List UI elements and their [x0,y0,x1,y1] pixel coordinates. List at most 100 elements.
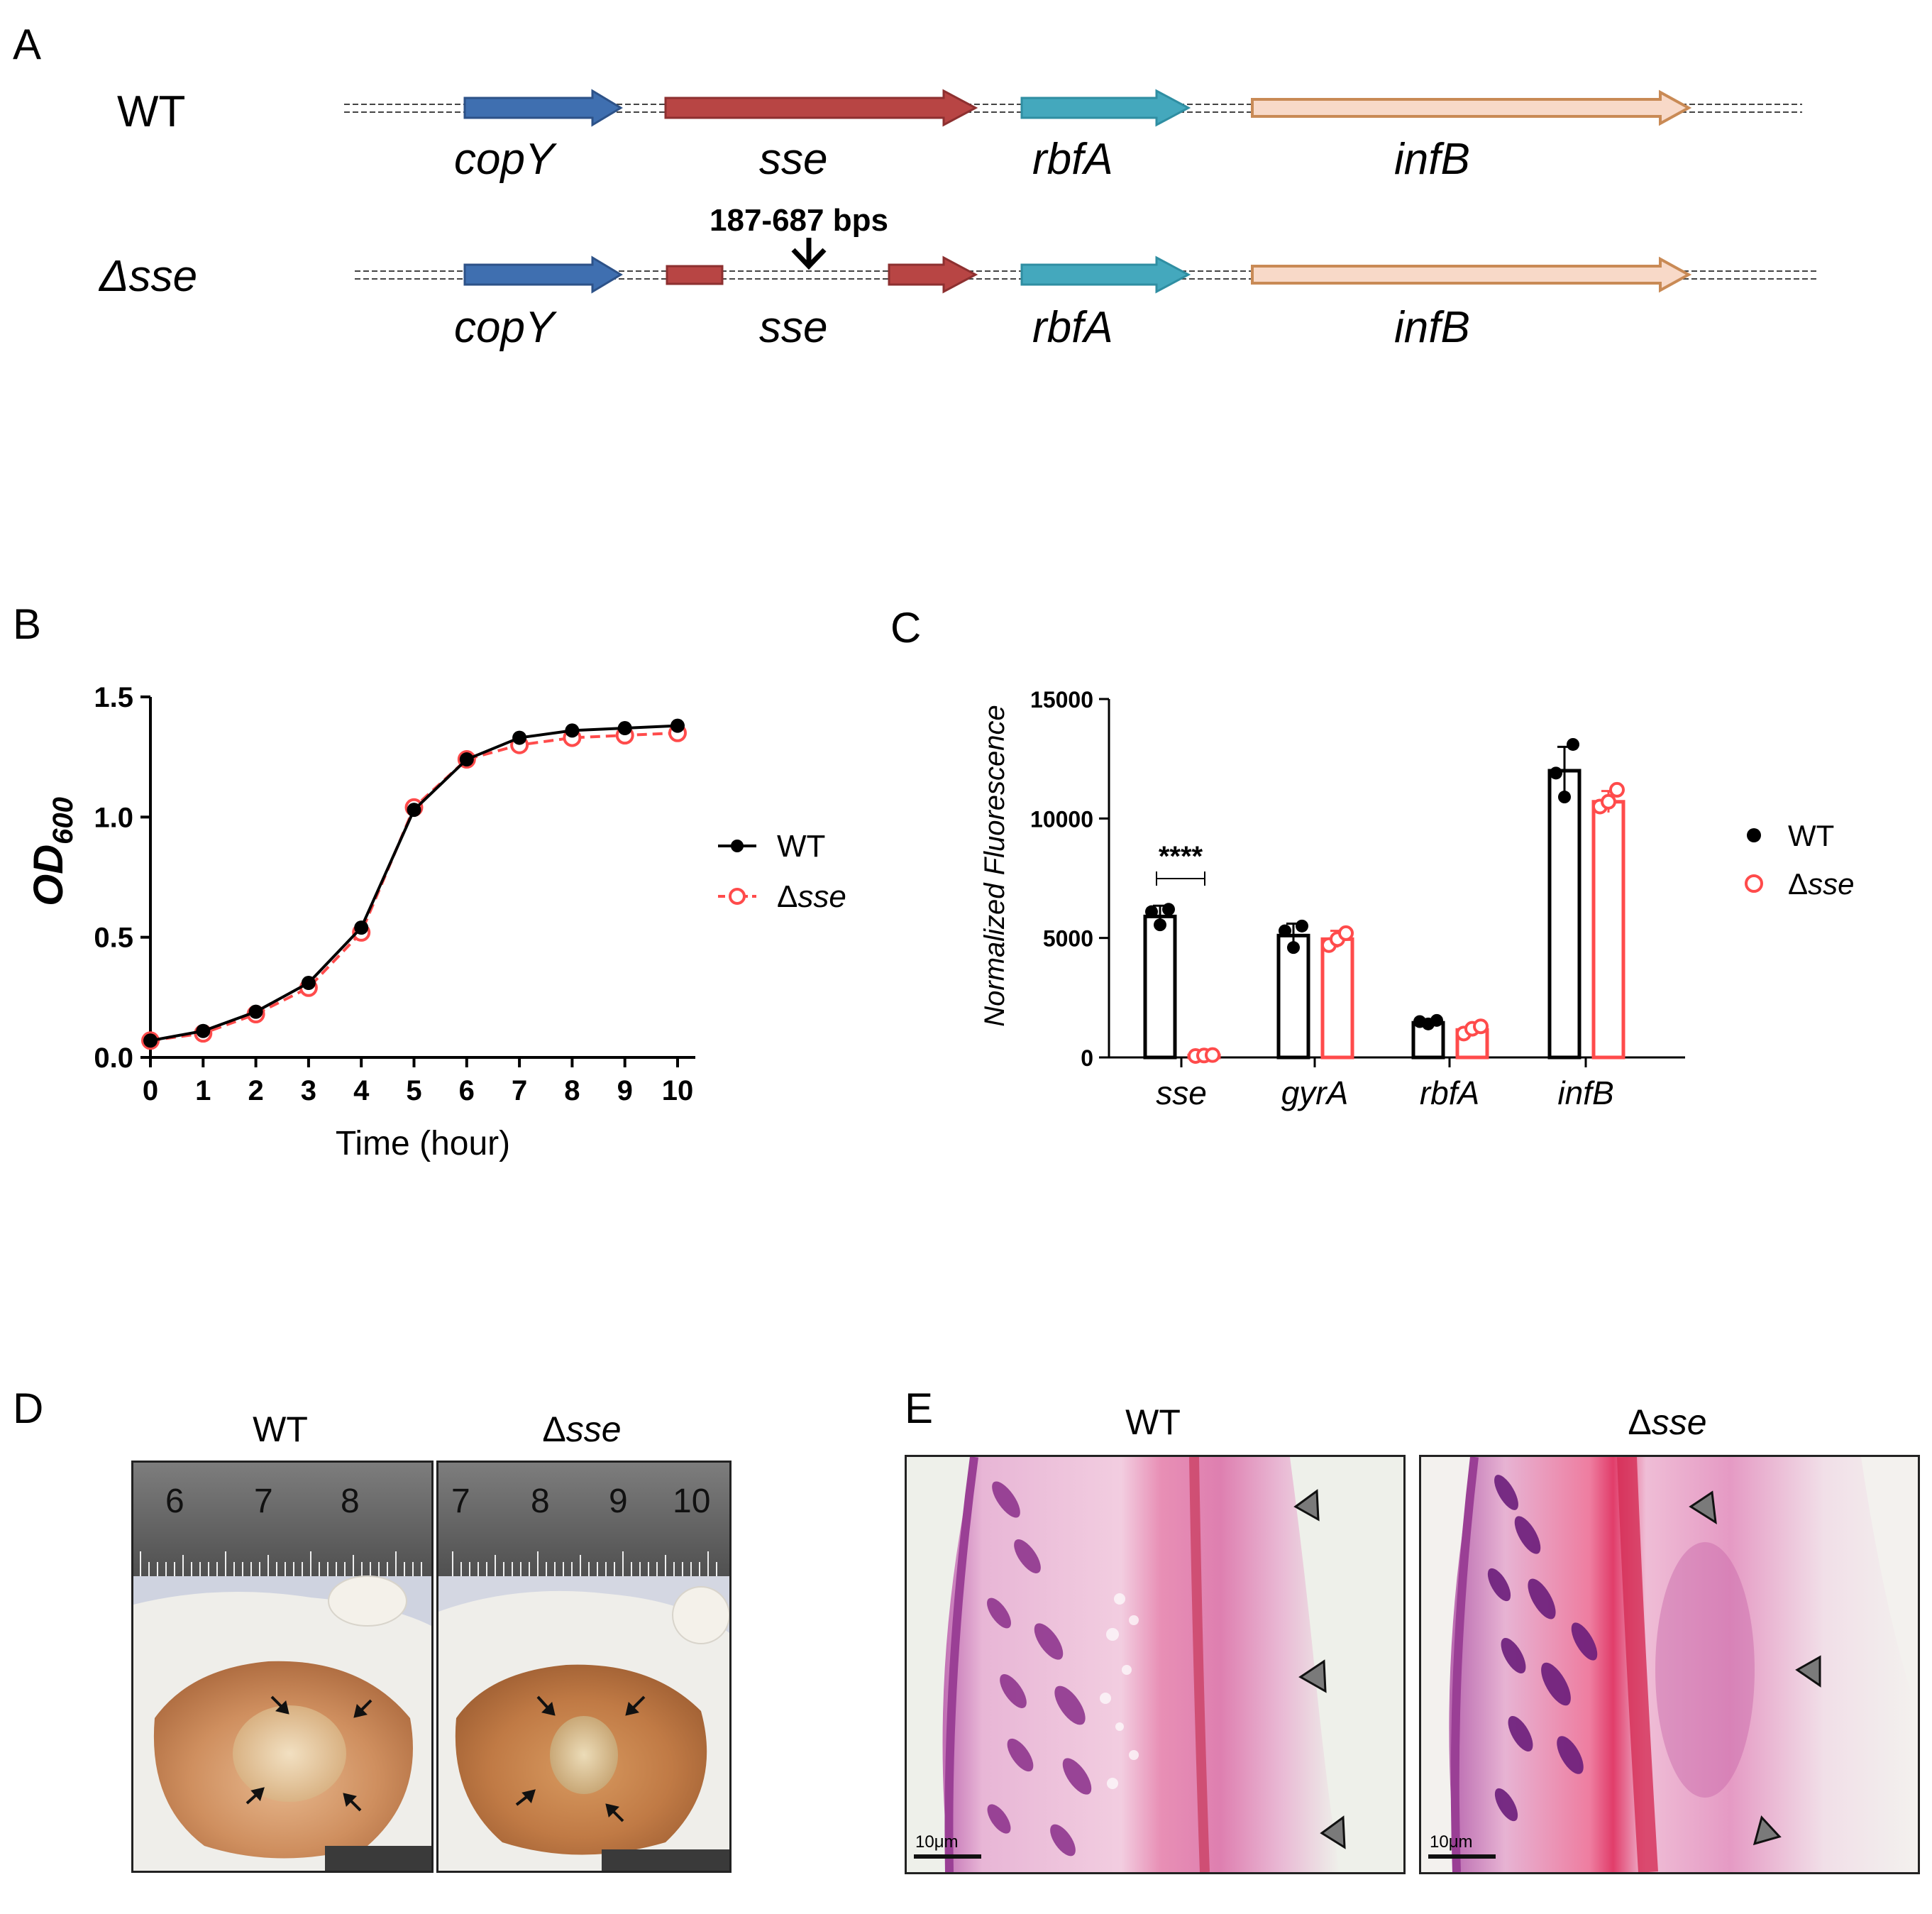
panel-a-letter: A [13,21,42,68]
data-point-wt [1558,791,1571,804]
wt-rbfa-arrow [1020,89,1191,127]
growth-y-tick-label: 1.5 [94,682,133,713]
data-point-mut [1205,1047,1220,1063]
wt-gene-label-rbfa: rbfA [1032,135,1113,184]
photo-title-wt: WT [253,1409,308,1449]
mouse-photo-mut-image: 7 8 9 10 [438,1463,729,1871]
arrowhead-wt-3 [1320,1815,1346,1849]
growth-ylabel-main: OD [26,845,72,906]
growth-point-wt [512,730,527,745]
data-point-wt [1287,941,1300,955]
fluorescence-legend: WT Δsse [1745,819,1854,901]
data-point-wt [1145,905,1158,918]
arrowhead-mut-2 [1795,1655,1821,1688]
fluorescence-x-tick-label: infB [1557,1074,1613,1111]
growth-legend: WT Δsse [718,829,846,914]
growth-point-wt [565,723,580,738]
growth-legend-wt: WT [777,829,825,864]
growth-line-mut [150,731,678,1043]
scalebar-label-wt: 10μm [915,1832,959,1852]
fluorescence-y-tick-label: 15000 [1030,687,1093,713]
deletion-label: 187-687 bps [710,203,888,238]
panel-c-letter: C [890,604,922,651]
growth-x-tick-label: 1 [195,1075,211,1106]
data-point-mut [1609,781,1625,798]
growth-point-wt [354,920,369,935]
growth-y-tick-label: 0.0 [94,1043,133,1074]
growth-point-wt [407,803,421,818]
growth-y-axis-label: OD600 [26,797,79,906]
panel-e-letter: E [905,1385,934,1432]
ruler-mut-7: 7 [451,1483,470,1520]
fluorescence-bars [1143,737,1625,1064]
fluorescence-bar-chart: 0 5000 10000 15000 sse gyrA rbfA infB Normalize… [979,687,1854,1111]
data-point-wt [1162,903,1175,916]
mut-gene-label-copy: copY [454,303,558,352]
arrowhead-wt-2 [1298,1659,1327,1693]
data-point-wt [1550,766,1562,780]
data-point-wt [1296,919,1308,933]
wt-gene-label-infb: infB [1394,135,1470,184]
growth-y-tick-label: 0.5 [94,923,133,954]
bar-wt [1547,769,1582,1060]
fluorescence-y-tick-label: 0 [1081,1045,1093,1071]
mut-sse-fragment-left [666,265,724,285]
histology-wt-image: 10μm [914,1457,1346,1872]
growth-x-tick-label: 6 [459,1075,475,1106]
growth-y-tick-label: 1.0 [94,802,133,833]
ruler-mut-10: 10 [673,1483,710,1520]
arrowhead-mut-1 [1689,1490,1717,1524]
fluorescence-y-tick-label: 5000 [1043,926,1093,952]
data-point-mut [1601,793,1616,810]
fluorescence-legend-mut: Δsse [1788,867,1854,901]
growth-series [141,718,687,1050]
growth-x-tick-label: 0 [143,1075,158,1106]
scalebar-label-mut: 10μm [1430,1832,1473,1852]
growth-x-tick-label: 10 [662,1075,694,1106]
wt-row-label: WT [117,87,185,136]
significance-stars: **** [1159,841,1203,872]
growth-line-wt [150,724,678,1043]
growth-x-tick-label: 7 [512,1075,527,1106]
significance-bracket: **** [1156,841,1205,886]
growth-x-tick-label: 2 [248,1075,263,1106]
fluorescence-x-tick-label: gyrA [1281,1074,1349,1111]
histology-wt: 10μm [905,1455,1406,1874]
histology-mut-image: 10μm [1428,1457,1918,1872]
growth-x-tick-label: 4 [353,1075,370,1106]
ruler-wt-6: 6 [165,1483,184,1520]
data-point-mut [1338,925,1354,941]
histo-title-mut: Δsse [1628,1402,1707,1442]
fluorescence-axes: 0 5000 10000 15000 sse gyrA rbfA infB [1030,687,1685,1111]
wt-copy-arrow [463,89,623,127]
histology-mut: 10μm [1419,1455,1920,1874]
growth-legend-mut: Δsse [777,879,846,914]
growth-point-wt [196,1023,211,1038]
mouse-photo-wt: 6 7 8 [131,1461,434,1873]
mouse-photo-wt-image: 6 7 8 [133,1463,431,1871]
mouse-photo-mut: 7 8 9 10 [436,1461,732,1873]
growth-x-tick-label: 9 [617,1075,633,1106]
histo-title-wt: WT [1125,1402,1181,1442]
fluorescence-x-tick-label: sse [1156,1074,1207,1111]
panel-d-letter: D [13,1385,44,1432]
deletion-arrow [791,238,827,270]
mut-gene-label-sse: sse [759,303,827,352]
wt-sse-arrow [664,89,978,127]
svg-text:OD600: OD600 [26,797,79,906]
data-point-wt [1154,918,1166,932]
ruler-mut-9: 9 [609,1483,628,1520]
growth-x-tick-label: 8 [564,1075,580,1106]
mut-copy-arrow [463,255,623,294]
mut-gene-label-rbfa: rbfA [1032,303,1113,352]
growth-point-wt [670,718,685,733]
fluorescence-y-tick-label: 10000 [1030,806,1093,832]
growth-point-wt [143,1033,158,1048]
data-point-mut [1473,1018,1489,1035]
gene-map: WT copY sse rbfA infB 187-687 bps Δsse c… [98,87,1816,352]
data-point-wt [1279,924,1291,937]
wt-infb-arrow [1251,89,1692,126]
fluorescence-y-axis-label: Normalized Fluorescence [979,705,1010,1027]
bar-mut [1320,937,1354,1060]
growth-point-wt [459,752,474,767]
